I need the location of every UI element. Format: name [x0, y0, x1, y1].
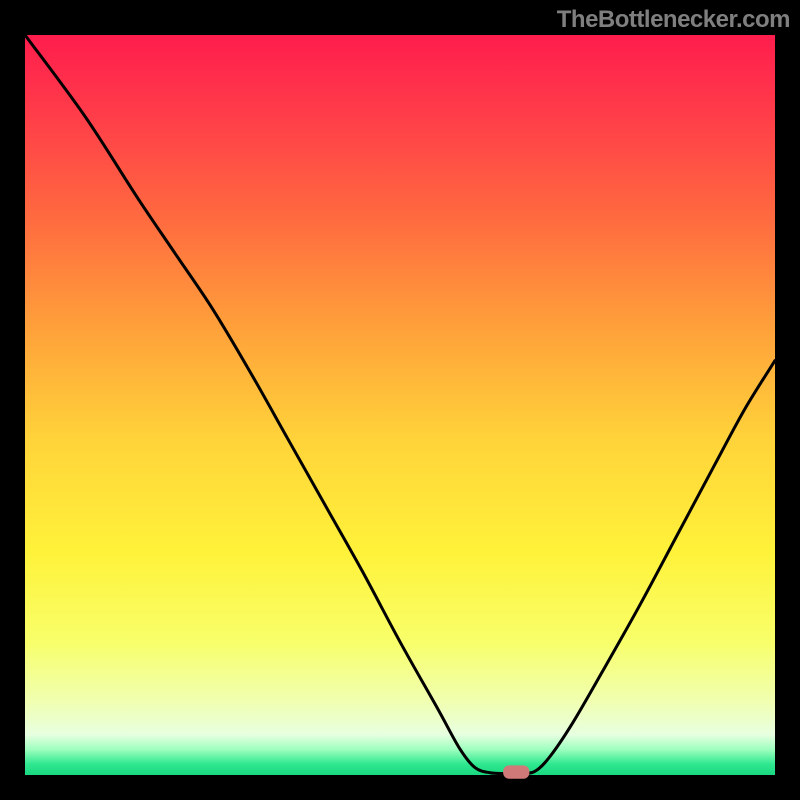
bottleneck-chart — [0, 0, 800, 800]
gradient-background — [25, 35, 775, 775]
optimal-marker — [503, 765, 529, 778]
watermark-text: TheBottlenecker.com — [557, 6, 790, 34]
